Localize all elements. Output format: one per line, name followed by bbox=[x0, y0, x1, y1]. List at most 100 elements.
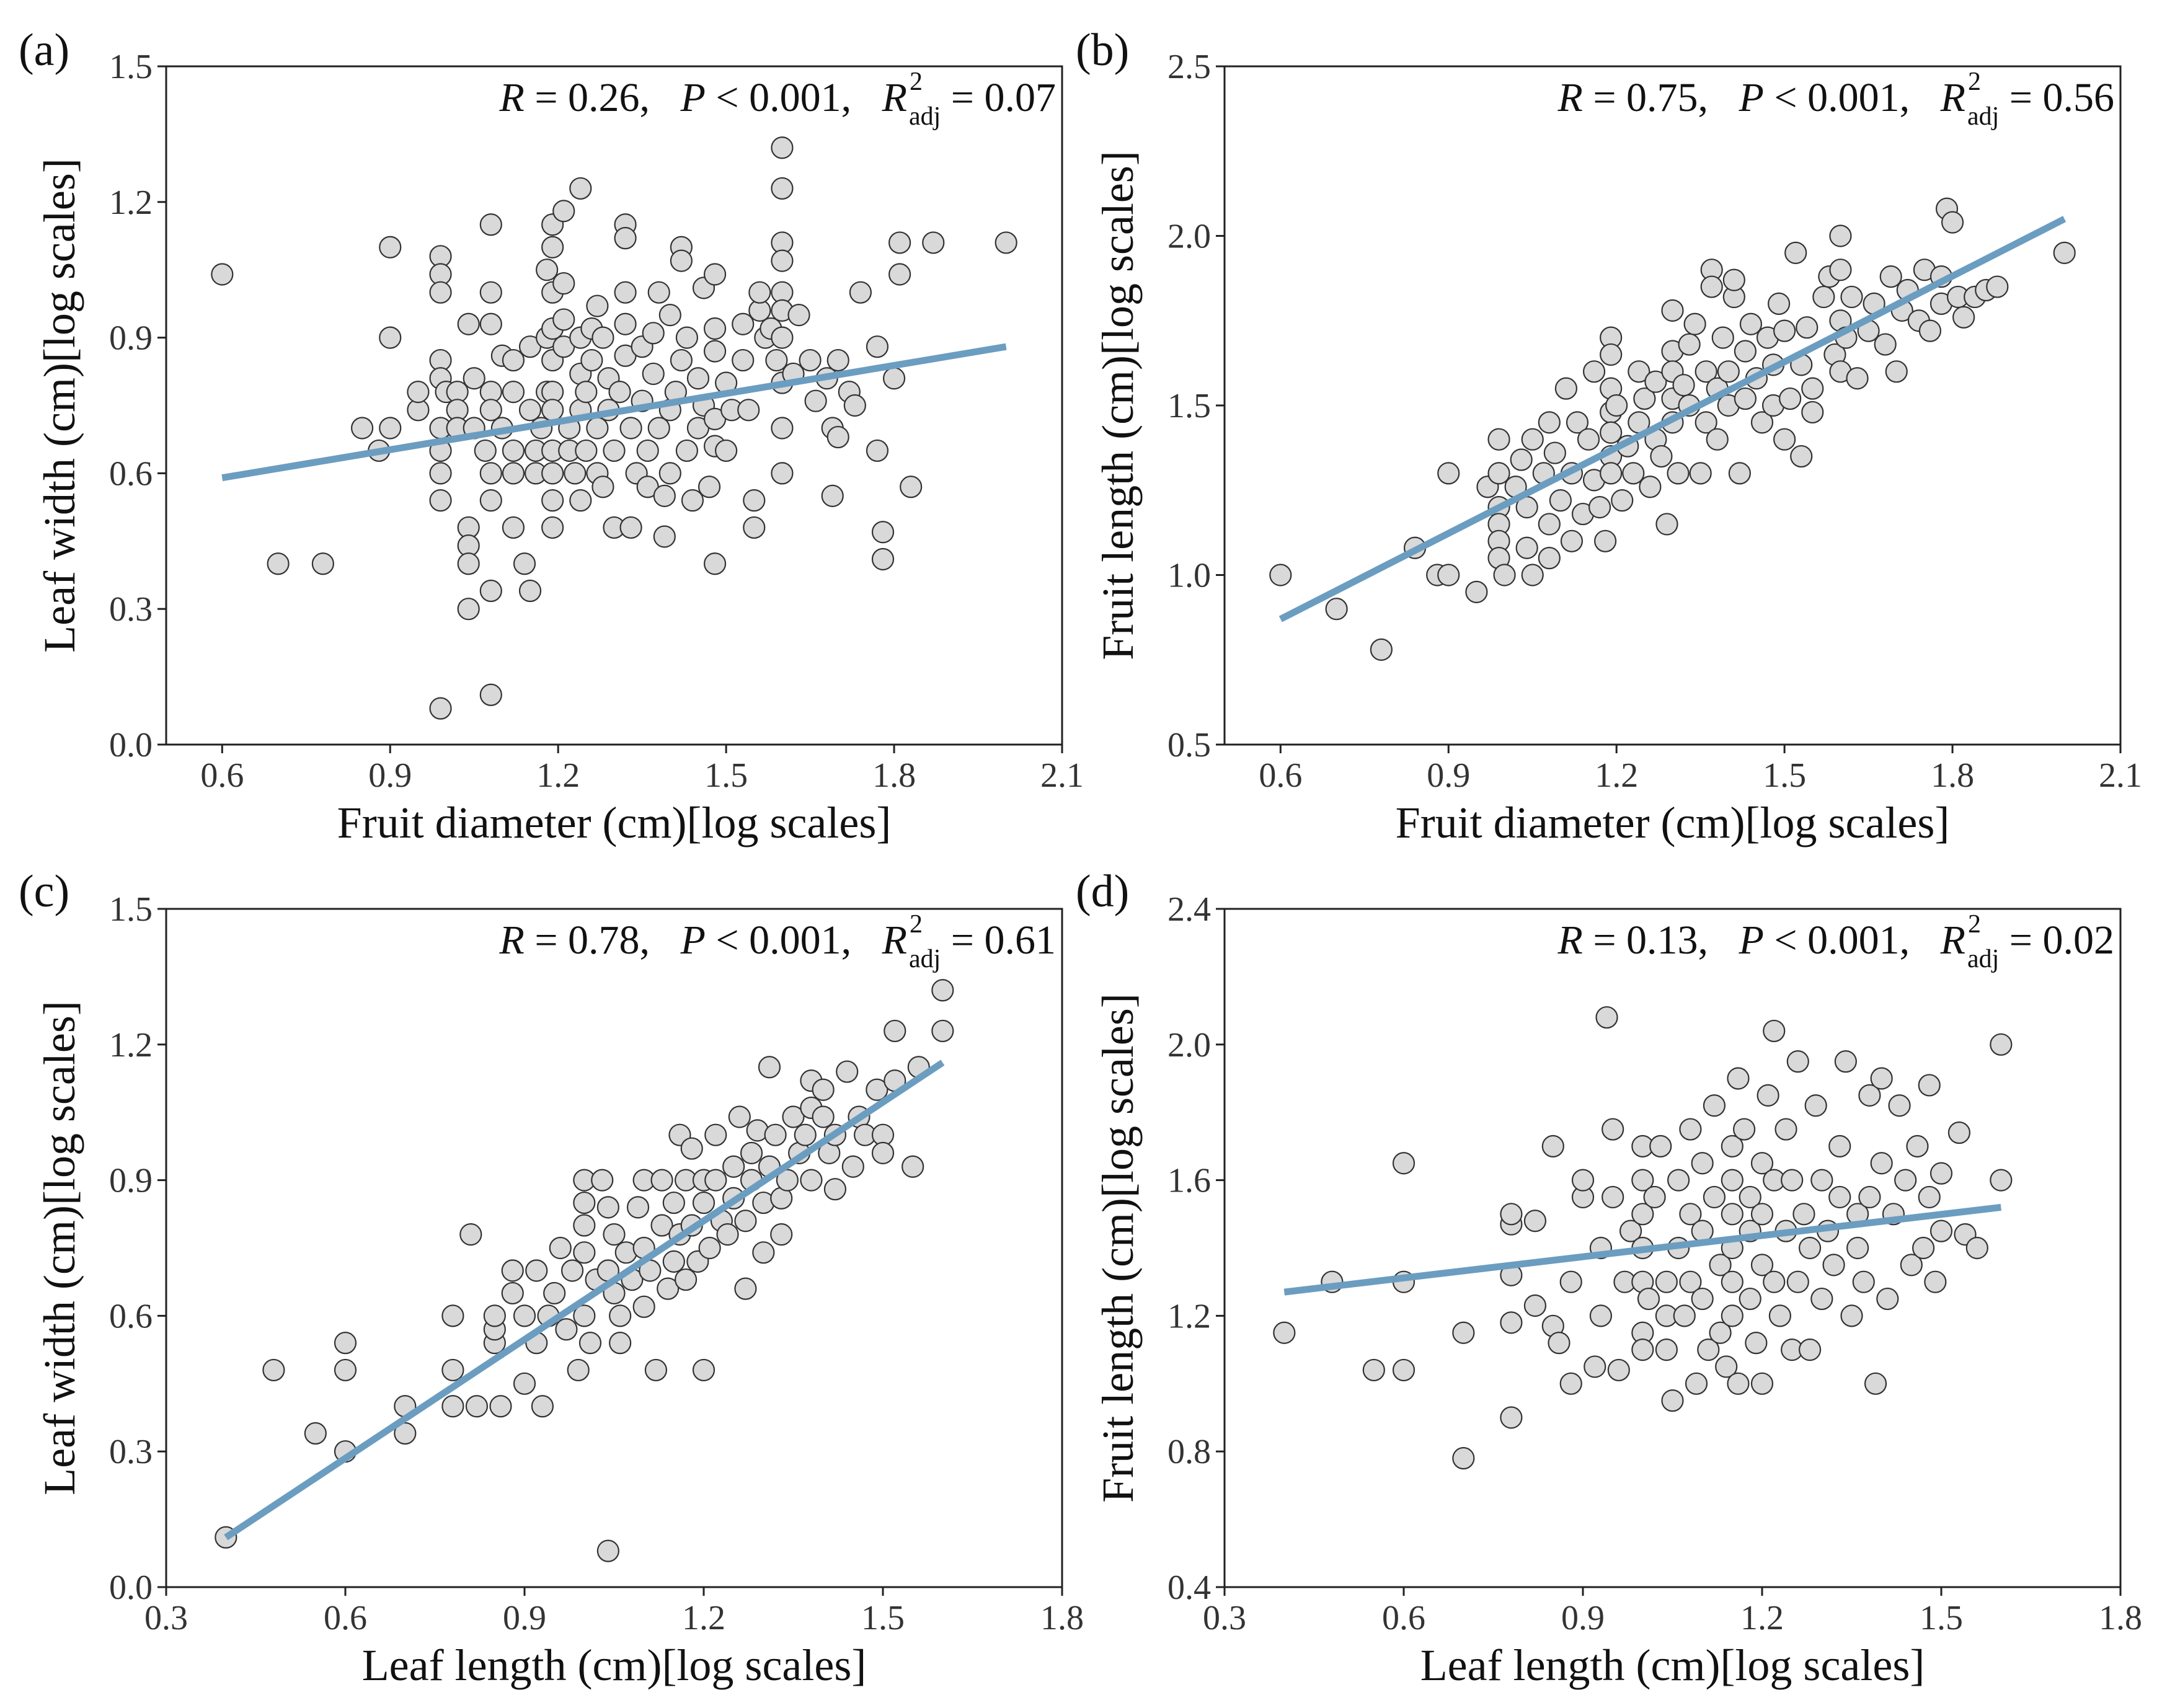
scatter-point bbox=[429, 281, 452, 304]
scatter-point bbox=[1650, 445, 1673, 468]
scatter-point bbox=[1941, 211, 1964, 234]
y-tick-label: 2.0 bbox=[1167, 218, 1211, 256]
scatter-point bbox=[1619, 1219, 1642, 1242]
scatter-point bbox=[513, 552, 536, 575]
scatter-point bbox=[1639, 476, 1662, 498]
x-tick-label: 1.2 bbox=[1740, 1599, 1784, 1637]
y-tick-label: 1.6 bbox=[1167, 1162, 1211, 1200]
scatter-point bbox=[866, 439, 889, 462]
scatter-point bbox=[1679, 1118, 1702, 1141]
stat-r2-symbol: R bbox=[1910, 75, 1965, 120]
scatter-point bbox=[479, 213, 502, 236]
scatter-point bbox=[334, 1358, 357, 1382]
scatter-point bbox=[1773, 428, 1796, 451]
y-axis-title: Fruit length (cm)[log scales] bbox=[1093, 993, 1143, 1503]
scatter-point bbox=[465, 1395, 489, 1418]
x-tick-label: 0.9 bbox=[1427, 756, 1470, 795]
scatter-point bbox=[1392, 1152, 1415, 1175]
scatter-point bbox=[211, 263, 234, 286]
scatter-point bbox=[1888, 1094, 1911, 1117]
scatter-point bbox=[734, 1277, 757, 1300]
stat-r2-superscript: 2 bbox=[910, 68, 923, 96]
scatter-point bbox=[866, 1078, 888, 1101]
scatter-point bbox=[836, 1060, 859, 1083]
scatter-point bbox=[552, 200, 575, 223]
scatter-point bbox=[1745, 1332, 1768, 1355]
scatter-point bbox=[1786, 1270, 1809, 1293]
scatter-point bbox=[1918, 1074, 1941, 1097]
scatter-point bbox=[1631, 1169, 1654, 1192]
scatter-point bbox=[1750, 1254, 1774, 1277]
scatter-point bbox=[304, 1422, 327, 1445]
scatter-point bbox=[552, 272, 575, 295]
scatter-point bbox=[752, 1241, 775, 1264]
y-tick-label: 0.6 bbox=[109, 1297, 153, 1335]
scatter-point bbox=[770, 1223, 793, 1246]
stat-r2-subscript: adj bbox=[909, 945, 941, 973]
scatter-point bbox=[573, 1304, 596, 1327]
scatter-point bbox=[457, 598, 480, 621]
scatter-point bbox=[703, 317, 727, 340]
scatter-point bbox=[1622, 462, 1645, 485]
scatter-point bbox=[2053, 241, 2076, 264]
scatter-point bbox=[1852, 1270, 1875, 1293]
scatter-point bbox=[619, 516, 642, 539]
x-tick-label: 0.6 bbox=[1382, 1599, 1425, 1637]
scatter-point bbox=[841, 1155, 864, 1178]
scatter-point bbox=[1628, 360, 1650, 383]
scatter-point bbox=[1840, 285, 1863, 309]
scatter-point bbox=[591, 1169, 614, 1192]
scatter-point bbox=[1990, 1033, 2013, 1056]
chart-panel: (b) 0.6 0.9 1.2 1.5 1.8 2.1 0.5 1.0 1.5 2.0 2.5 Frui… bbox=[1076, 25, 2142, 847]
scatter-point bbox=[489, 1395, 512, 1418]
stats-annotation: R = 0.13, P < 0.001, R2 adj = 0.02 bbox=[1557, 910, 2115, 973]
scatter-point bbox=[1523, 1294, 1547, 1317]
scatter-point bbox=[1750, 1152, 1774, 1175]
scatter-point bbox=[1829, 259, 1852, 281]
scatter-point bbox=[1828, 1135, 1851, 1158]
scatter-point bbox=[692, 1358, 715, 1382]
stat-p-value: < 0.001, bbox=[1764, 918, 1910, 963]
scatter-point bbox=[608, 381, 631, 404]
scatter-point bbox=[1655, 1270, 1678, 1293]
scatter-point bbox=[1727, 1067, 1750, 1090]
scatter-point bbox=[1750, 1203, 1774, 1226]
scatter-point bbox=[614, 281, 637, 304]
regression-line bbox=[1278, 216, 2067, 622]
scatter-point bbox=[716, 1223, 739, 1246]
scatter-point bbox=[1812, 285, 1835, 309]
scatter-point bbox=[379, 326, 402, 349]
scatter-point bbox=[1846, 367, 1869, 390]
scatter-point bbox=[1834, 1050, 1857, 1073]
scatter-point bbox=[1697, 1339, 1720, 1361]
stat-r2-subscript: adj bbox=[909, 102, 941, 131]
scatter-point bbox=[552, 308, 575, 331]
scatter-point bbox=[441, 1395, 464, 1418]
scatter-point bbox=[734, 1210, 757, 1232]
panel-label: (b) bbox=[1076, 25, 1129, 76]
scatter-point bbox=[748, 281, 771, 304]
scatter-point bbox=[1649, 1135, 1672, 1158]
stat-p-value: < 0.001, bbox=[1764, 75, 1910, 120]
scatter-points bbox=[1269, 197, 2076, 661]
scatter-point bbox=[1801, 377, 1824, 400]
scatter-point bbox=[1521, 428, 1544, 451]
scatter-point bbox=[826, 348, 849, 372]
scatter-point bbox=[531, 1395, 554, 1418]
x-tick-label: 1.8 bbox=[1040, 1599, 1084, 1637]
scatter-point bbox=[650, 1169, 673, 1192]
scatter-point bbox=[1990, 1169, 2013, 1192]
scatter-point bbox=[502, 462, 525, 485]
scatter-point bbox=[479, 683, 502, 706]
stat-p-symbol: P bbox=[1708, 918, 1764, 963]
scatter-point bbox=[626, 1196, 650, 1219]
scatter-point bbox=[1500, 1311, 1523, 1334]
scatter-point bbox=[1510, 448, 1533, 471]
scatter-point bbox=[502, 381, 525, 404]
scatter-point bbox=[771, 417, 794, 440]
scatter-point bbox=[379, 417, 402, 440]
scatter-point bbox=[743, 489, 766, 512]
scatter-point bbox=[1739, 1287, 1761, 1311]
scatter-point bbox=[1870, 1152, 1893, 1175]
scatter-point bbox=[1667, 462, 1690, 485]
